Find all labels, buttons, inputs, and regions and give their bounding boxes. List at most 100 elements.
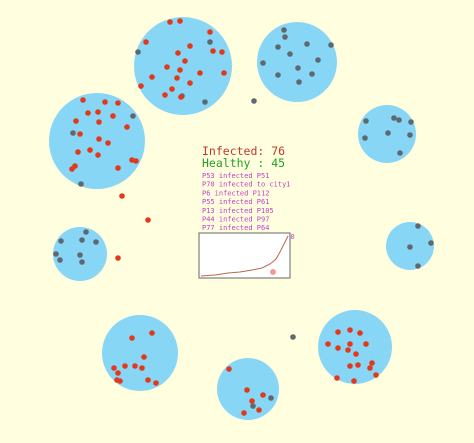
infected-person [133,158,139,164]
infected-person [115,165,121,171]
infected-person [85,110,91,116]
infected-person [175,50,181,56]
log-line: P44 infected P97 [202,216,269,224]
healthy-person [415,223,421,229]
infected-person [369,360,375,366]
city [318,310,392,384]
graph-marker [270,269,276,275]
infected-person [145,217,151,223]
healthy-person [304,41,310,47]
infected-person [153,380,159,386]
infected-person [105,140,111,146]
infected-person [187,80,193,86]
infected-person [226,366,232,372]
infected-person [174,75,180,81]
infected-person [96,136,102,142]
healthy-person [309,71,315,77]
infected-person [260,392,266,398]
infected-person [110,113,116,119]
infected-person [115,370,121,376]
infected-person [77,131,83,137]
healthy-person [328,42,334,48]
healthy-person [79,237,85,243]
infected-person [169,86,175,92]
infected-person [335,329,341,335]
infected-person [87,147,93,153]
infected-person [149,74,155,80]
healthy-person [78,181,84,187]
infected-person [256,407,262,413]
city [102,315,178,391]
infected-person [335,345,341,351]
healthy-person [93,239,99,245]
infected-person [345,347,351,353]
healthy-person [207,39,213,45]
infected-person [178,94,184,100]
healthy-person [315,57,321,63]
infected-person [129,335,135,341]
healthy-person [295,65,301,71]
healthy-person [250,403,256,409]
infected-person [351,378,357,384]
infected-person [353,351,359,357]
infected-person [241,410,247,416]
infected-person [164,64,170,70]
infected-person [325,341,331,347]
infected-person [119,193,125,199]
healthy-person [281,27,287,33]
healthy-person [362,135,368,141]
infected-person [244,387,250,393]
healthy-person [407,244,413,250]
infected-person [249,398,255,404]
infected-person [363,341,369,347]
infected-person [219,49,225,55]
infected-person [347,341,353,347]
infected-person [367,365,373,371]
infected-person [221,70,227,76]
log-line: P70 infected to city1 [202,181,291,189]
infected-person [207,29,213,35]
infected-person [138,83,144,89]
cities [49,17,434,420]
infected-person [334,375,340,381]
infected-person [111,365,117,371]
city [49,93,145,189]
healthy-person [407,132,413,138]
healthy-person [408,119,414,125]
healthy-person [57,257,63,263]
healthy-person [130,113,136,119]
infected-person [115,255,121,261]
healthy-person [428,240,434,246]
infected-person [69,166,75,172]
infected-person [357,330,363,336]
healthy-person [135,49,141,55]
infected-person [182,58,188,64]
healthy-person [70,130,76,136]
infected-person [75,149,81,155]
infected-person [373,372,379,378]
healthy-person [287,51,293,57]
healthy-person [397,150,403,156]
infected-person [73,118,79,124]
infected-person [122,363,128,369]
infected-person [347,363,353,369]
healthy-person [53,251,59,257]
healthy-person [202,99,208,105]
log-line: P55 infected P61 [202,198,269,206]
healthy-person [251,98,257,104]
infected-person [117,378,123,384]
infected-person [141,354,147,360]
healthy-person [385,130,391,136]
infected-person [187,43,193,49]
people [53,18,434,416]
healthy-person [260,60,266,66]
healthy-person [296,79,302,85]
infected-person [197,70,203,76]
healthy-person [79,259,85,265]
infected-person [115,100,121,106]
city [134,17,232,115]
healthy-count: Healthy : 45 [202,156,285,170]
city [257,22,337,102]
infected-person [96,119,102,125]
infection-graph [198,232,291,279]
